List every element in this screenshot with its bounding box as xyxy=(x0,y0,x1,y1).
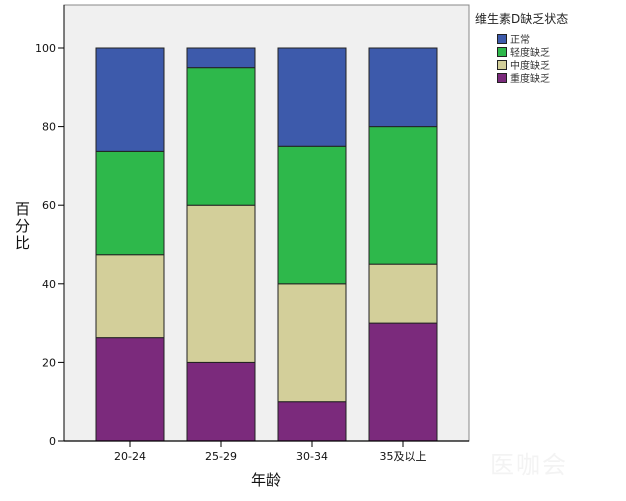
legend-swatch xyxy=(497,59,507,70)
x-ticks: 20-24 25-29 30-34 35及以上 xyxy=(114,441,427,463)
legend-item: 轻度缺乏 xyxy=(497,45,568,59)
legend-label: 轻度缺乏 xyxy=(510,48,550,59)
bar-segment xyxy=(368,322,438,442)
legend-swatch xyxy=(497,72,507,83)
watermark: 医咖会 xyxy=(490,451,568,479)
y-ticks: 0 20 40 60 80 100 xyxy=(35,42,64,448)
y-tick-label: 20 xyxy=(42,356,56,369)
bar-segment xyxy=(368,47,438,128)
bar-segment xyxy=(277,401,347,442)
bar-segment xyxy=(186,361,256,442)
bar-segment xyxy=(368,126,438,265)
y-tick-label: 0 xyxy=(49,435,56,448)
legend: 维生素D缺乏状态 正常轻度缺乏中度缺乏重度缺乏 xyxy=(475,10,569,85)
legend-swatch xyxy=(497,46,507,57)
legend-title: 维生素D缺乏状态 xyxy=(475,12,569,26)
legend-item: 中度缺乏 xyxy=(497,58,568,72)
x-tick-label: 20-24 xyxy=(114,450,146,463)
y-tick-label: 60 xyxy=(42,199,56,212)
legend-label: 正常 xyxy=(510,35,530,46)
bar-segment xyxy=(95,254,165,339)
x-tick-label: 25-29 xyxy=(205,450,237,463)
y-tick-label: 40 xyxy=(42,278,56,291)
x-tick-label: 30-34 xyxy=(296,450,328,463)
bar-segment xyxy=(95,150,165,256)
bars-group xyxy=(95,47,438,442)
bar-segment xyxy=(277,283,347,403)
bar-segment xyxy=(186,47,256,69)
bar-segment xyxy=(186,67,256,206)
y-tick-label: 100 xyxy=(35,42,56,55)
y-axis-label: 百分比 xyxy=(15,200,30,252)
bar-segment xyxy=(277,145,347,285)
x-tick-label: 35及以上 xyxy=(380,450,427,463)
bar-segment xyxy=(95,337,165,442)
bar-segment xyxy=(368,263,438,324)
y-tick-label: 80 xyxy=(42,121,56,134)
bar-segment xyxy=(186,204,256,363)
legend-item: 重度缺乏 xyxy=(497,71,568,85)
legend-swatch xyxy=(497,33,507,44)
x-axis-label: 年龄 xyxy=(251,471,281,489)
bar-segment xyxy=(277,47,347,147)
legend-item: 正常 xyxy=(497,32,568,46)
bar-segment xyxy=(95,47,165,152)
legend-label: 中度缺乏 xyxy=(510,61,550,72)
legend-label: 重度缺乏 xyxy=(510,74,550,85)
